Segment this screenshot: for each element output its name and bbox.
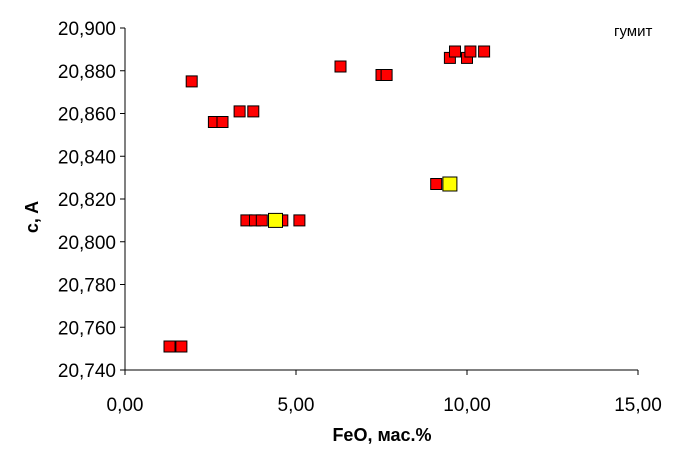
data-point-red: [478, 45, 491, 58]
data-point-red: [233, 105, 246, 118]
data-point-red: [163, 340, 176, 353]
data-point-red: [247, 105, 260, 118]
data-point-yellow: [442, 176, 458, 192]
data-point-red: [449, 45, 461, 58]
y-tick-label: 20,740: [58, 361, 116, 382]
y-tick-label: 20,780: [58, 276, 116, 297]
y-tick-label: 20,860: [58, 105, 116, 126]
data-point-yellow: [268, 212, 283, 228]
y-tick-label: 20,840: [58, 147, 116, 168]
x-axis-title: FeO, мас.%: [332, 425, 431, 445]
data-point-red: [185, 75, 198, 88]
data-point-red: [464, 45, 477, 58]
data-points: [163, 45, 491, 353]
x-tick-label: 15,00: [614, 395, 662, 416]
y-tick-label: 20,760: [58, 318, 116, 339]
y-axis-title: c, A: [22, 201, 42, 233]
data-point-red: [255, 214, 268, 227]
data-point-red: [216, 116, 229, 128]
tick-labels: 20,740 20,760 20,780 20,800 20,820 20,840 20,8…: [58, 19, 662, 416]
x-tick-label: 5,00: [278, 395, 315, 416]
chart-annotation: гумит: [614, 23, 652, 40]
data-point-red: [430, 178, 443, 190]
y-tick-label: 20,820: [58, 190, 116, 211]
y-tick-label: 20,900: [58, 19, 116, 40]
x-tick-label: 0,00: [107, 395, 144, 416]
axes: [120, 27, 639, 375]
data-point-red: [175, 340, 188, 353]
data-point-red: [380, 69, 393, 81]
y-tick-label: 20,800: [58, 233, 116, 254]
x-tick-label: 10,00: [443, 395, 491, 416]
data-point-red: [334, 60, 347, 73]
data-point-red: [293, 214, 306, 227]
y-tick-label: 20,880: [58, 62, 116, 83]
